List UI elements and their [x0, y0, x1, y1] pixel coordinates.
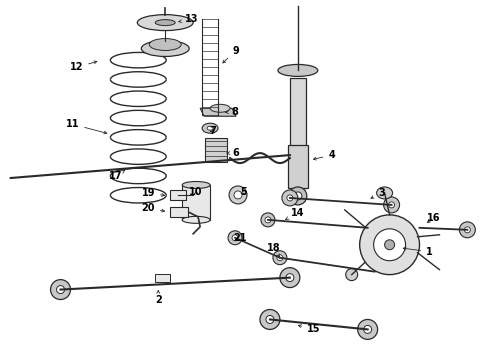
Text: 12: 12 — [70, 61, 97, 72]
Ellipse shape — [56, 285, 65, 293]
Text: 10: 10 — [190, 187, 203, 197]
Ellipse shape — [282, 190, 298, 206]
Text: 11: 11 — [66, 119, 107, 134]
Text: 13: 13 — [179, 14, 199, 24]
Text: 9: 9 — [223, 45, 240, 63]
Text: 21: 21 — [233, 233, 247, 243]
Ellipse shape — [346, 269, 358, 280]
Bar — [205, 138, 227, 162]
Ellipse shape — [155, 20, 175, 26]
Bar — [290, 78, 306, 188]
Ellipse shape — [377, 187, 392, 199]
Ellipse shape — [374, 229, 406, 261]
Ellipse shape — [278, 64, 318, 76]
Ellipse shape — [287, 195, 293, 201]
Ellipse shape — [232, 235, 238, 241]
Text: 20: 20 — [142, 203, 165, 213]
Bar — [182, 185, 210, 220]
Ellipse shape — [141, 41, 189, 57]
Ellipse shape — [294, 192, 302, 200]
Ellipse shape — [273, 251, 287, 265]
Text: 14: 14 — [286, 208, 305, 220]
Ellipse shape — [260, 310, 280, 329]
Ellipse shape — [234, 191, 242, 199]
Ellipse shape — [358, 319, 378, 339]
Ellipse shape — [360, 215, 419, 275]
Ellipse shape — [149, 39, 181, 50]
Text: 18: 18 — [267, 243, 281, 257]
Ellipse shape — [460, 222, 475, 238]
Text: 1: 1 — [403, 247, 433, 257]
Bar — [155, 274, 170, 282]
Ellipse shape — [280, 268, 300, 288]
Ellipse shape — [277, 255, 283, 261]
Ellipse shape — [202, 123, 218, 133]
Text: 16: 16 — [427, 213, 440, 223]
Ellipse shape — [289, 187, 307, 205]
Text: 17: 17 — [109, 170, 125, 181]
Ellipse shape — [286, 274, 294, 282]
Text: 6: 6 — [227, 148, 240, 158]
Ellipse shape — [265, 217, 271, 223]
Polygon shape — [200, 108, 236, 116]
Text: 5: 5 — [241, 187, 247, 197]
Ellipse shape — [266, 315, 274, 323]
Text: 2: 2 — [155, 291, 162, 305]
Ellipse shape — [465, 227, 470, 233]
Ellipse shape — [364, 325, 371, 333]
Text: 4: 4 — [314, 150, 335, 160]
Text: 8: 8 — [226, 107, 239, 117]
Ellipse shape — [210, 104, 230, 112]
Text: 7: 7 — [210, 126, 217, 136]
Bar — [170, 207, 188, 217]
Bar — [288, 145, 308, 188]
Ellipse shape — [261, 213, 275, 227]
Bar — [170, 190, 186, 200]
Ellipse shape — [385, 240, 394, 250]
Text: 19: 19 — [142, 188, 165, 198]
Ellipse shape — [182, 181, 210, 189]
Text: 15: 15 — [298, 324, 320, 334]
Ellipse shape — [229, 186, 247, 204]
Ellipse shape — [50, 280, 71, 300]
Ellipse shape — [384, 197, 399, 213]
Ellipse shape — [207, 126, 213, 130]
Text: 3: 3 — [371, 188, 385, 198]
Ellipse shape — [389, 202, 394, 208]
Ellipse shape — [182, 216, 210, 223]
Ellipse shape — [228, 231, 242, 245]
Ellipse shape — [137, 15, 193, 31]
